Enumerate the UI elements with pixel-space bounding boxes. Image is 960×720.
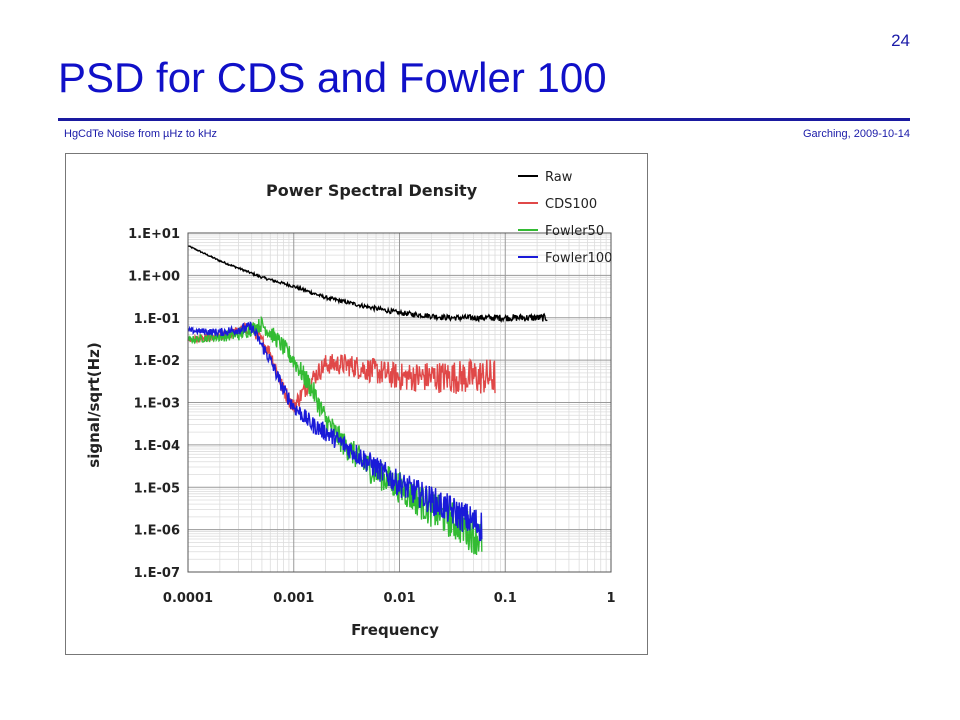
subtitle-left: HgCdTe Noise from µHz to kHz xyxy=(64,128,218,140)
x-tick-label: 0.01 xyxy=(383,591,415,606)
slide-title: PSD for CDS and Fowler 100 xyxy=(58,54,607,101)
x-tick-label: 0.0001 xyxy=(163,591,213,606)
legend-label-fowler100: Fowler100 xyxy=(545,251,612,266)
y-tick-label: 1.E-01 xyxy=(134,312,180,327)
y-tick-label: 1.E-06 xyxy=(134,524,180,539)
legend-label-fowler50: Fowler50 xyxy=(545,224,604,239)
psd-chart: Power Spectral Density 0.0001 0.001 0.01 0.… xyxy=(65,153,648,655)
plot-area-border xyxy=(187,232,612,573)
y-tick-label: 1.E-03 xyxy=(134,397,180,412)
y-tick-label: 1.E-07 xyxy=(134,566,180,581)
title-divider xyxy=(58,118,910,121)
series-line-fowler50 xyxy=(187,315,483,556)
chart-svg: Power Spectral Density 0.0001 0.001 0.01 0.… xyxy=(85,170,616,639)
y-tick-label: 1.E+01 xyxy=(128,227,180,242)
y-tick-label: 1.E-05 xyxy=(134,481,180,496)
y-tick-label: 1.E-02 xyxy=(134,354,180,369)
chart-series-group xyxy=(187,245,548,556)
page-number: 24 xyxy=(891,31,910,50)
x-tick-label: 1 xyxy=(606,591,615,606)
chart-legend: Raw CDS100 Fowler50 Fowler100 xyxy=(518,170,612,266)
x-axis-label: Frequency xyxy=(351,621,439,639)
chart-grid xyxy=(187,232,612,573)
x-tick-label: 0.001 xyxy=(273,591,314,606)
chart-title: Power Spectral Density xyxy=(266,181,478,200)
legend-label-raw: Raw xyxy=(545,170,573,185)
series-line-raw xyxy=(187,245,548,323)
x-tick-label: 0.1 xyxy=(494,591,517,606)
legend-label-cds100: CDS100 xyxy=(545,197,597,212)
subtitle-right: Garching, 2009-10-14 xyxy=(802,128,910,140)
y-axis-label: signal/sqrt(Hz) xyxy=(85,342,103,467)
chart-axes: 0.0001 0.001 0.01 0.1 1 1.E+01 1.E+00 1.E-01 1.E… xyxy=(128,227,615,606)
y-tick-label: 1.E+00 xyxy=(128,269,180,284)
series-line-fowler100 xyxy=(187,321,483,542)
y-tick-label: 1.E-04 xyxy=(134,439,180,454)
